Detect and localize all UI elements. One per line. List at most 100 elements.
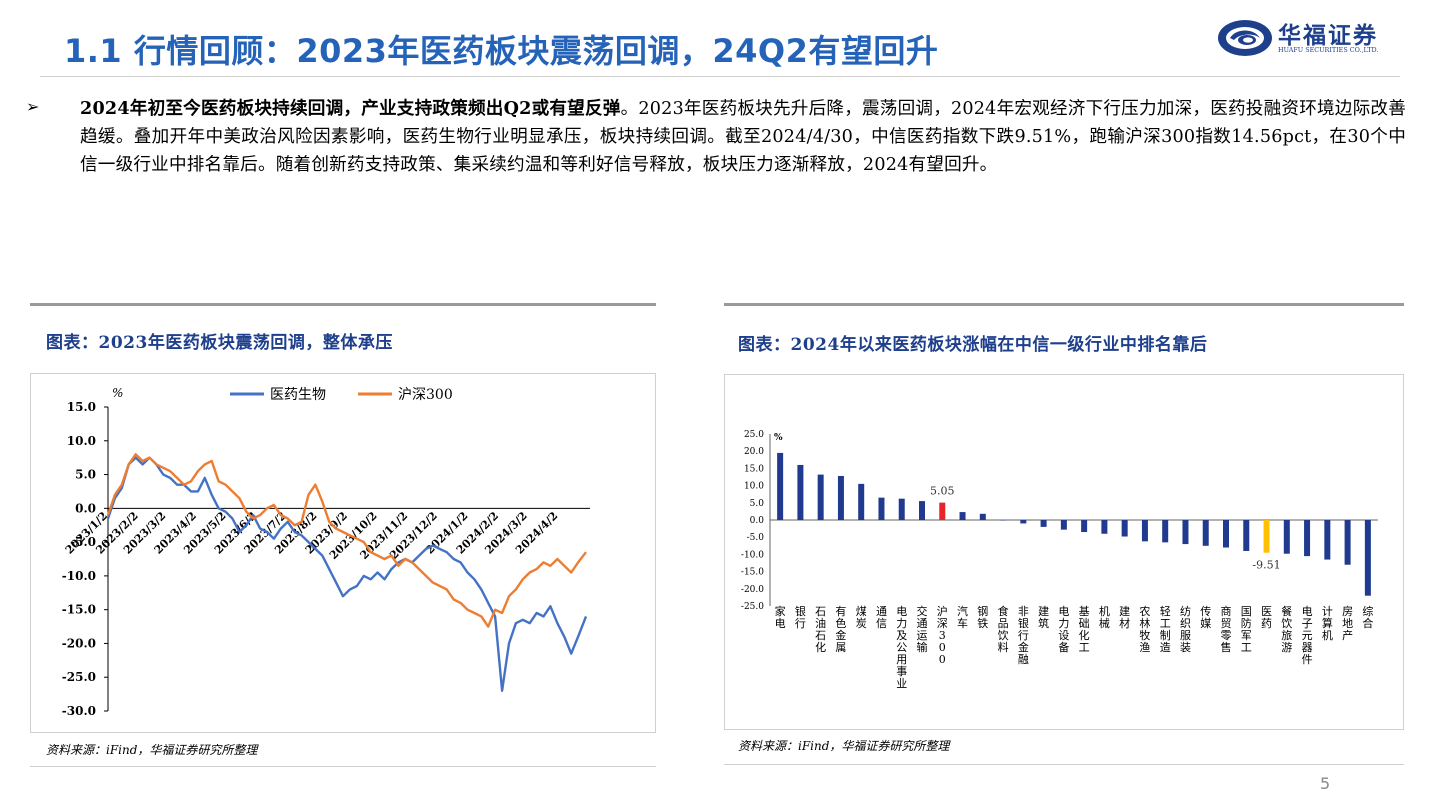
legend-label: 医药生物 <box>270 387 326 403</box>
bar-食品饮料 <box>1000 520 1007 521</box>
right-bottom-rule <box>724 764 1404 765</box>
bar-轻工制造 <box>1162 520 1169 543</box>
title-divider <box>40 76 1400 77</box>
bar-家电 <box>777 452 784 520</box>
y-tick-label: 20.0 <box>744 447 764 457</box>
bar-chart-frame <box>724 374 1404 730</box>
bar-chart: % 25.0 20.0 15.0 10.0 5.0 0.0 -5.0 -10.0 -15.0 -20… <box>741 430 1378 690</box>
x-category-label: 电力设备 <box>1058 605 1069 654</box>
y-tick-label: 15.0 <box>744 464 764 474</box>
bar-商贸零售 <box>1223 520 1229 548</box>
y-tick-label: 25.0 <box>744 430 764 440</box>
y-tick-label: -5.0 <box>747 533 765 543</box>
y-tick-label: -5.0 <box>70 535 96 549</box>
x-category-label: 机械 <box>1099 604 1110 630</box>
x-category-label: 石油石化 <box>815 605 826 654</box>
series-line <box>106 456 588 692</box>
bar-餐饮旅游 <box>1283 520 1290 554</box>
right-panel-rule <box>724 303 1404 306</box>
x-category-label: 电力及公用事业 <box>896 605 907 690</box>
x-category-label: 钢铁 <box>977 605 988 630</box>
bullet-arrow-icon: ➢ <box>26 97 40 116</box>
left-bottom-rule <box>30 766 656 767</box>
bar-计算机 <box>1324 520 1331 560</box>
y-tick-label: -10.0 <box>741 550 764 560</box>
y-tick-label: 10.0 <box>744 482 764 492</box>
bar-基础化工 <box>1081 520 1088 533</box>
x-category-label: 轻工制造 <box>1160 604 1171 654</box>
page-number: 5 <box>1320 774 1331 793</box>
x-category-label: 餐饮旅游 <box>1281 604 1292 654</box>
y-tick-label: -30.0 <box>62 704 96 718</box>
bar-医药 <box>1263 520 1270 553</box>
right-source: 资料来源：iFind，华福证券研究所整理 <box>738 739 950 753</box>
x-category-label: 建材 <box>1119 604 1130 630</box>
left-panel-rule <box>30 303 656 306</box>
y-tick-label: -15.0 <box>62 603 96 617</box>
bar-建筑 <box>1040 520 1047 527</box>
y-unit-label: % <box>112 386 123 400</box>
line-chart-frame <box>30 373 656 733</box>
x-category-label: 非银行金融 <box>1018 605 1029 666</box>
bar-传媒 <box>1202 520 1209 546</box>
bar-纺织服装 <box>1182 520 1189 545</box>
y-tick-label: 0.0 <box>75 501 96 515</box>
x-category-label: 计算机 <box>1322 605 1333 642</box>
bar-机械 <box>1101 520 1108 534</box>
bar-钢铁 <box>979 513 986 520</box>
y-tick-label: -25.0 <box>62 670 96 684</box>
x-category-label: 煤炭 <box>856 605 867 630</box>
x-category-label: 交通运输 <box>917 604 928 654</box>
x-category-label: 建筑 <box>1038 604 1049 630</box>
x-category-label: 电子元器件 <box>1302 605 1313 666</box>
bar-石油石化 <box>817 474 824 520</box>
bar-建材 <box>1121 520 1128 537</box>
summary-bold-lead: 2024年初至今医药板块持续回调，产业支持政策频出Q2或有望反弹 <box>80 98 621 119</box>
x-category-label: 通信 <box>876 605 887 630</box>
y-tick-label: 10.0 <box>67 434 96 448</box>
y-tick-label: -20.0 <box>741 585 764 595</box>
y-unit-label: % <box>774 433 783 443</box>
bar-有色金属 <box>837 475 844 520</box>
right-panel-title: 图表：2024年以来医药板块涨幅在中信一级行业中排名靠后 <box>738 335 1208 355</box>
bar-国防军工 <box>1243 520 1250 551</box>
x-category-label: 汽车 <box>957 604 968 630</box>
y-tick-label: -10.0 <box>62 569 96 583</box>
page-title: 1.1 行情回顾：2023年医药板块震荡回调，24Q2有望回升 <box>64 32 939 70</box>
y-tick-label: 15.0 <box>67 400 96 414</box>
logo-cn-text: 华福证券 <box>1278 23 1378 49</box>
x-category-label: 银行 <box>795 604 806 630</box>
data-label: -9.51 <box>1252 559 1280 572</box>
y-tick-label: 5.0 <box>750 499 765 509</box>
logo-en-text: HUAFU SECURITIES CO.,LTD. <box>1278 46 1379 54</box>
x-category-label: 医药 <box>1261 605 1272 630</box>
summary-text: 2024年初至今医药板块持续回调，产业支持政策频出Q2或有望反弹。2023年医药… <box>80 95 1406 179</box>
x-category-label: 基础化工 <box>1079 605 1090 654</box>
bar-汽车 <box>959 512 966 520</box>
legend-label: 沪深300 <box>398 387 453 403</box>
bar-电力及公用事业 <box>898 498 905 520</box>
summary-bullet: ➢ 2024年初至今医药板块持续回调，产业支持政策频出Q2或有望反弹。2023年… <box>26 95 1406 179</box>
x-category-label: 家电 <box>775 604 786 630</box>
huafu-logo: 华福证券 HUAFU SECURITIES CO.,LTD. <box>1216 16 1392 60</box>
bar-煤炭 <box>858 483 865 520</box>
x-category-label: 纺织服装 <box>1180 604 1191 654</box>
x-category-label: 商贸零售 <box>1221 604 1232 654</box>
y-tick-label: -25.0 <box>741 602 764 612</box>
x-category-label: 传媒 <box>1200 605 1211 630</box>
x-category-label: 房地产 <box>1342 605 1353 642</box>
left-source: 资料来源：iFind，华福证券研究所整理 <box>46 743 258 757</box>
bar-农林牧渔 <box>1141 520 1148 542</box>
data-label: 5.05 <box>930 485 955 498</box>
bar-沪深300 <box>939 502 946 520</box>
x-category-label: 农林牧渔 <box>1139 604 1150 654</box>
y-tick-label: 5.0 <box>75 468 96 482</box>
x-category-label: 综合 <box>1362 604 1373 630</box>
bar-房地产 <box>1344 520 1351 565</box>
y-tick-label: -15.0 <box>741 568 764 578</box>
bar-非银行金融 <box>1020 520 1027 524</box>
x-category-label: 沪深 3 0 0 <box>937 604 948 666</box>
bar-电力设备 <box>1060 520 1067 530</box>
bar-综合 <box>1364 520 1371 596</box>
huafu-logo-icon <box>1218 20 1272 56</box>
